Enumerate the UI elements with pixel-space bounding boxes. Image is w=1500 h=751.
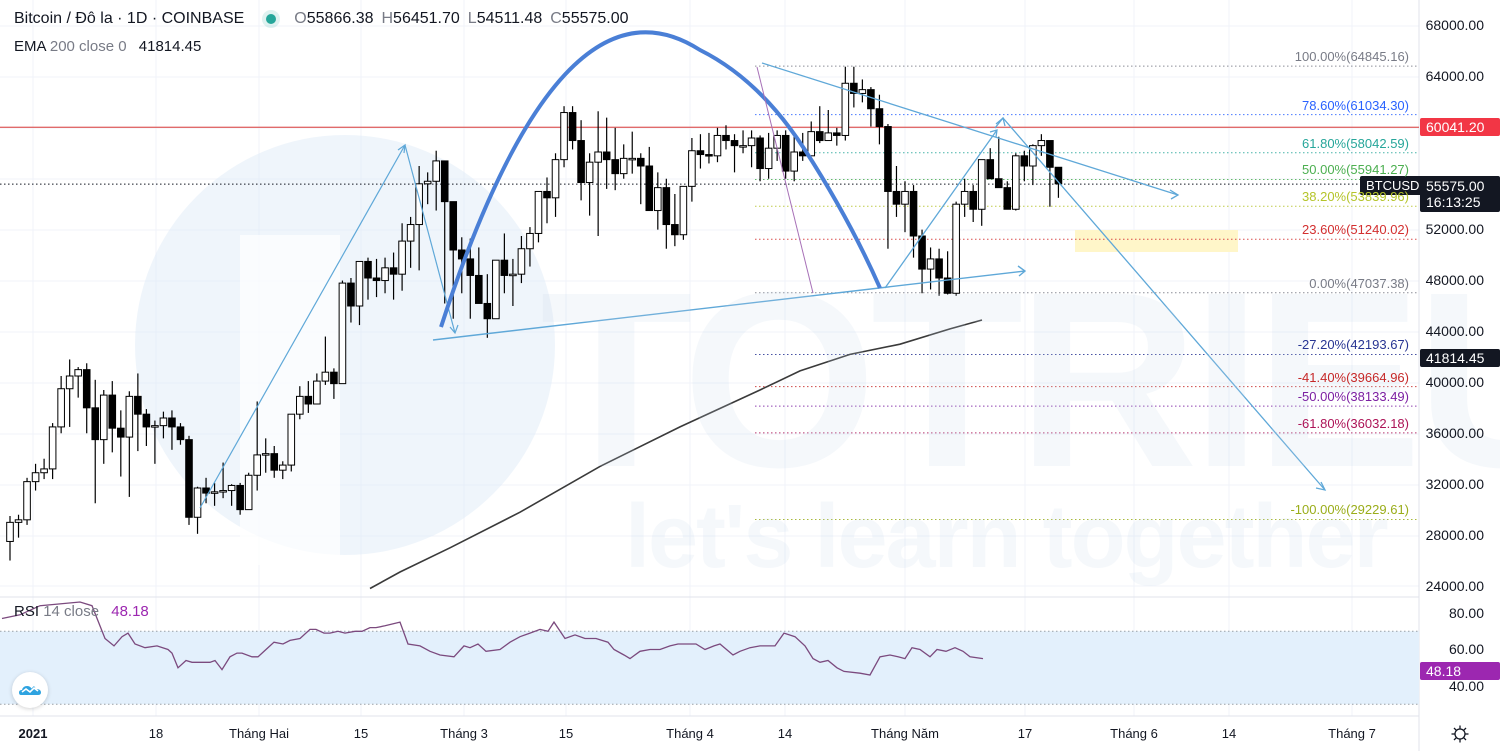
ohlc-high-label: H bbox=[381, 10, 394, 27]
ema-legend[interactable]: EMA 200 close 0 41814.45 bbox=[14, 38, 201, 55]
rounding-top-arc bbox=[439, 30, 882, 328]
rising-trendline bbox=[884, 129, 998, 289]
rsi-name: RSI bbox=[14, 603, 40, 620]
fib-level-label: -50.00%(38133.49) bbox=[1297, 389, 1409, 405]
time-axis-label: Tháng Hai bbox=[229, 726, 289, 741]
ohlc-high-value: 56451.70 bbox=[393, 10, 460, 27]
price-axis-label: 44000.00 bbox=[1425, 323, 1484, 339]
time-axis-label: Tháng 7 bbox=[1328, 726, 1376, 741]
rsi-params: 14 close bbox=[43, 603, 100, 620]
fib-level-label: 100.00%(64845.16) bbox=[1294, 49, 1409, 65]
rsi-axis-label: 40.00 bbox=[1448, 678, 1484, 694]
trendline-up-1 bbox=[199, 144, 406, 509]
last-price-tag[interactable]: 55575.00 16:13:25 bbox=[1420, 176, 1500, 212]
time-axis-label: Tháng Năm bbox=[871, 726, 939, 741]
fib-level-label: 38.20%(53839.96) bbox=[1302, 189, 1409, 205]
candlestick-series[interactable] bbox=[6, 66, 1063, 561]
price-axis-label: 68000.00 bbox=[1425, 17, 1484, 33]
fib-level-label: -100.00%(29229.61) bbox=[1290, 502, 1409, 518]
trendline-down-1 bbox=[404, 144, 456, 334]
ohlc-open-label: O bbox=[294, 10, 307, 27]
tradingview-logo-button[interactable] bbox=[12, 672, 48, 708]
fib-level-label: -41.40%(39664.96) bbox=[1297, 369, 1409, 385]
ema-price-tag[interactable]: 41814.45 bbox=[1420, 349, 1500, 367]
settings-gear-icon[interactable] bbox=[1450, 724, 1470, 744]
time-axis-label: 18 bbox=[148, 726, 164, 741]
last-price-value: 55575.00 bbox=[1426, 178, 1485, 194]
ohlc-open-value: 55866.38 bbox=[306, 10, 374, 27]
resistance-price-tag[interactable]: 60041.20 bbox=[1420, 118, 1500, 136]
price-axis-label: 28000.00 bbox=[1425, 527, 1484, 543]
ohlc-low-label: L bbox=[467, 10, 477, 27]
time-axis-label: Tháng 3 bbox=[440, 726, 488, 741]
symbol-price-tag: BTCUSD bbox=[1360, 176, 1426, 195]
time-axis-label: 15 bbox=[558, 726, 574, 741]
rsi-axis-label: 60.00 bbox=[1448, 641, 1484, 657]
time-axis-label: 2021 bbox=[18, 726, 48, 741]
support-trendline bbox=[432, 270, 1026, 341]
price-axis-label: 64000.00 bbox=[1425, 68, 1484, 84]
ema-value: 41814.45 bbox=[138, 38, 202, 55]
highlight-zone[interactable] bbox=[1075, 230, 1238, 252]
symbol-legend[interactable]: Bitcoin / Đô la · 1D · COINBASE O 55866.3… bbox=[14, 10, 637, 28]
price-axis-label: 36000.00 bbox=[1425, 425, 1484, 441]
ohlc-close-label: C bbox=[550, 10, 562, 27]
fib-level-label: 0.00%(47037.38) bbox=[1309, 275, 1409, 291]
ohlc-low-value: 54511.48 bbox=[476, 10, 543, 27]
market-status-dot bbox=[266, 14, 277, 24]
drawings[interactable] bbox=[199, 30, 1327, 509]
ohlc-close-value: 55575.00 bbox=[561, 10, 629, 27]
time-axis-label: Tháng 4 bbox=[666, 726, 714, 741]
rsi-legend[interactable]: RSI 14 close 48.18 bbox=[14, 603, 149, 620]
rsi-line[interactable] bbox=[1, 601, 984, 676]
rsi-value-tag[interactable]: 48.18 bbox=[1420, 662, 1500, 680]
bar-countdown: 16:13:25 bbox=[1426, 194, 1481, 210]
rsi-axis-label: 80.00 bbox=[1448, 605, 1484, 621]
ema-name: EMA bbox=[14, 38, 46, 55]
fib-level-label: 61.80%(58042.59) bbox=[1302, 135, 1409, 151]
fib-level-label: 50.00%(55941.27) bbox=[1302, 162, 1409, 178]
fib-level-label: 78.60%(61034.30) bbox=[1302, 97, 1409, 113]
fibonacci-extension[interactable] bbox=[755, 65, 1419, 520]
ema-200-line[interactable] bbox=[369, 319, 983, 590]
fib-level-label: -27.20%(42193.67) bbox=[1297, 337, 1409, 353]
time-axis-label: 15 bbox=[353, 726, 369, 741]
time-axis-label: 14 bbox=[777, 726, 793, 741]
fib-level-label: -61.80%(36032.18) bbox=[1297, 415, 1409, 431]
price-axis-label: 52000.00 bbox=[1425, 221, 1484, 237]
rsi-band bbox=[0, 631, 1419, 705]
price-axis-label: 32000.00 bbox=[1425, 476, 1484, 492]
rsi-value: 48.18 bbox=[111, 603, 149, 620]
fib-level-label: 23.60%(51240.02) bbox=[1302, 222, 1409, 238]
descending-trendline bbox=[761, 62, 1179, 196]
time-axis-label: 17 bbox=[1017, 726, 1033, 741]
ema-params: 200 close 0 bbox=[49, 38, 127, 55]
cloud-logo-icon bbox=[19, 686, 41, 695]
price-axis-label: 48000.00 bbox=[1425, 272, 1484, 288]
price-axis-label: 24000.00 bbox=[1425, 578, 1484, 594]
symbol-title[interactable]: Bitcoin / Đô la · 1D · COINBASE bbox=[14, 10, 245, 27]
time-axis-label: Tháng 6 bbox=[1110, 726, 1158, 741]
price-axis-label: 40000.00 bbox=[1425, 374, 1484, 390]
fib-anchor-line bbox=[756, 66, 814, 294]
time-axis-label: 14 bbox=[1221, 726, 1237, 741]
